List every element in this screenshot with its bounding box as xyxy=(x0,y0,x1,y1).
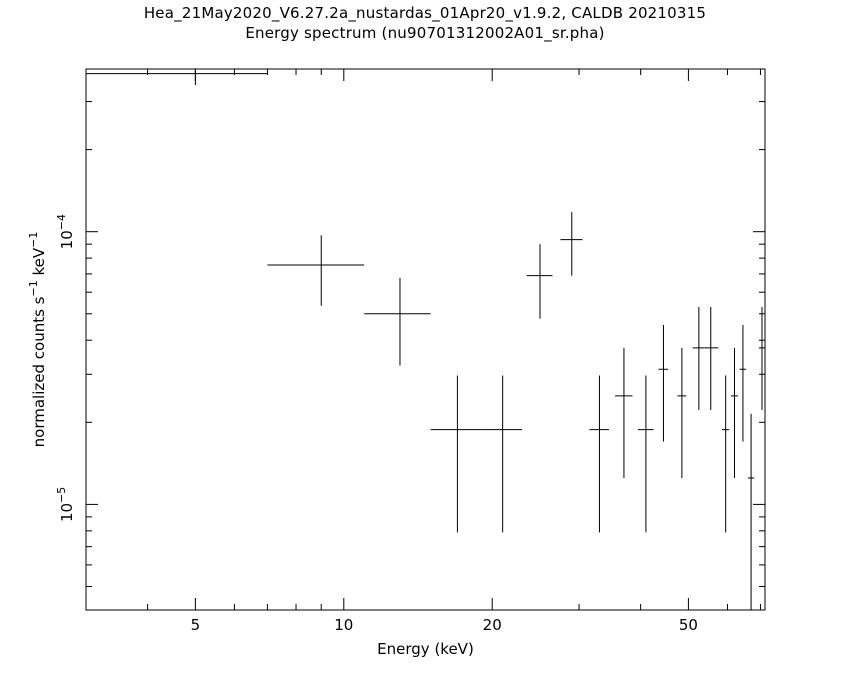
data-point xyxy=(692,306,705,410)
data-point xyxy=(526,244,553,319)
y-tick-label: 10−5 xyxy=(55,487,76,522)
y-axis-label-part: normalized counts s xyxy=(30,296,48,447)
x-tick-label: 5 xyxy=(191,616,201,634)
data-point xyxy=(658,324,669,442)
data-point xyxy=(430,375,482,533)
data-point xyxy=(704,306,719,410)
y-tick-label: 10−4 xyxy=(55,214,76,249)
y-axis-label: normalized counts s−1 keV−1 xyxy=(27,232,48,448)
y-axis-label-part: −1 xyxy=(27,280,40,296)
data-points xyxy=(86,69,765,610)
chart-title: Hea_21May2020_V6.27.2a_nustardas_01Apr20… xyxy=(143,4,707,22)
data-point xyxy=(637,375,654,533)
data-point xyxy=(589,375,609,533)
y-axis-label-part: keV xyxy=(30,247,48,280)
chart-subtitle: Energy spectrum (nu90701312002A01_sr.pha… xyxy=(245,24,605,42)
data-point xyxy=(730,347,738,478)
data-point xyxy=(758,306,765,410)
data-point xyxy=(267,235,365,306)
data-point xyxy=(86,69,268,86)
tick-labels: 5 10 20 50 10−4 10−5 xyxy=(55,214,698,634)
y-axis-label-part: −1 xyxy=(27,232,40,248)
data-point xyxy=(722,375,730,533)
x-axis-label: Energy (keV) xyxy=(377,640,474,658)
data-point xyxy=(739,324,747,442)
x-tick-label: 10 xyxy=(334,616,353,634)
y-tick-label-text: 10−5 xyxy=(55,487,76,522)
data-point xyxy=(747,413,755,610)
x-tick-label: 50 xyxy=(679,616,698,634)
data-point xyxy=(615,347,633,478)
data-point xyxy=(364,277,431,366)
x-tick-label: 20 xyxy=(483,616,502,634)
plot-frame xyxy=(85,68,766,611)
data-point xyxy=(481,375,523,533)
data-point xyxy=(677,347,687,478)
y-tick-label-text: 10−4 xyxy=(55,214,76,249)
data-point xyxy=(560,212,583,276)
